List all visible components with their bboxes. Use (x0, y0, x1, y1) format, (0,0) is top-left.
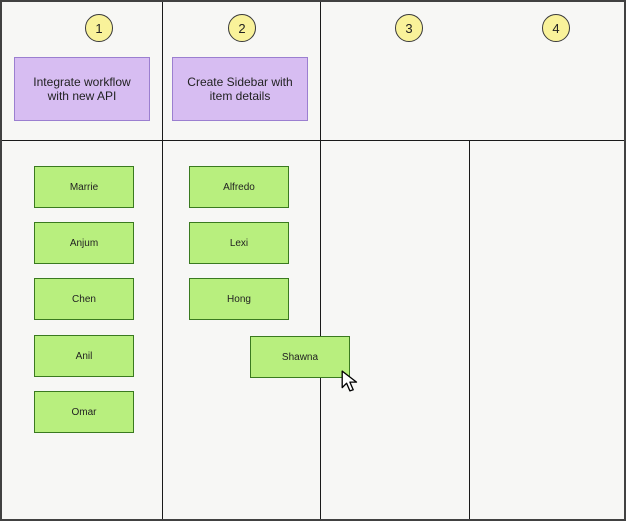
task-card[interactable]: Create Sidebar with item details (172, 57, 308, 121)
section-divider (2, 140, 624, 141)
person-name: Anil (76, 351, 93, 362)
column-number: 4 (552, 21, 559, 36)
column-number: 1 (95, 21, 102, 36)
person-card[interactable]: Hong (189, 278, 289, 320)
person-card[interactable]: Anjum (34, 222, 134, 264)
person-name: Omar (72, 407, 97, 418)
task-label: Integrate workflow with new API (25, 75, 139, 103)
column-badge-3: 3 (395, 14, 423, 42)
task-label: Create Sidebar with item details (183, 75, 297, 103)
column-divider (162, 2, 163, 521)
person-card[interactable]: Marrie (34, 166, 134, 208)
task-card[interactable]: Integrate workflow with new API (14, 57, 150, 121)
column-number: 3 (405, 21, 412, 36)
column-number: 2 (238, 21, 245, 36)
person-name: Chen (72, 294, 96, 305)
person-card[interactable]: Omar (34, 391, 134, 433)
column-badge-2: 2 (228, 14, 256, 42)
person-name: Shawna (282, 352, 318, 363)
person-card[interactable]: Anil (34, 335, 134, 377)
column-badge-4: 4 (542, 14, 570, 42)
person-name: Marrie (70, 182, 98, 193)
person-card[interactable]: Chen (34, 278, 134, 320)
kanban-board: 1 2 3 4 Integrate workflow with new API … (0, 0, 626, 521)
person-card[interactable]: Alfredo (189, 166, 289, 208)
person-name: Anjum (70, 238, 98, 249)
person-name: Lexi (230, 238, 248, 249)
person-name: Hong (227, 294, 251, 305)
person-card-dragging[interactable]: Shawna (250, 336, 350, 378)
column-badge-1: 1 (85, 14, 113, 42)
person-name: Alfredo (223, 182, 255, 193)
person-card[interactable]: Lexi (189, 222, 289, 264)
column-divider (469, 140, 470, 521)
column-divider (320, 2, 321, 521)
